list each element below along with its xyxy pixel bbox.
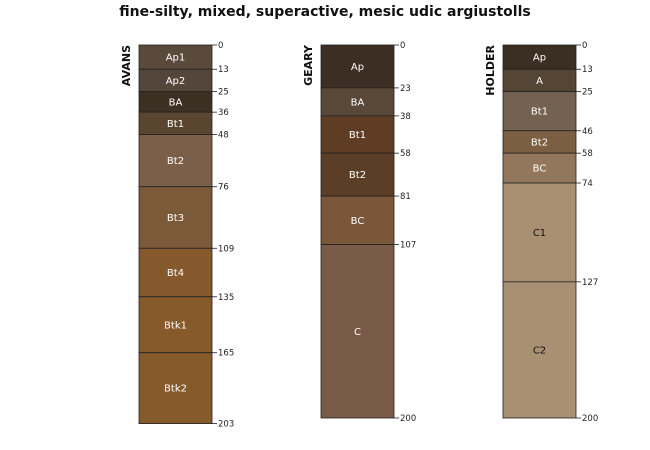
depth-label-holder-74: 74 bbox=[582, 179, 593, 189]
depth-label-geary-0: 0 bbox=[400, 41, 405, 51]
horizon-label-geary-c: C bbox=[354, 327, 361, 338]
depth-label-geary-81: 81 bbox=[400, 192, 411, 202]
horizon-label-holder-a: A bbox=[536, 76, 543, 87]
horizon-geary-bc bbox=[320, 195, 395, 245]
horizon-label-geary-bt2: Bt2 bbox=[349, 170, 366, 181]
depth-label-avans-76: 76 bbox=[218, 183, 229, 193]
profile-name-avans: AVANS bbox=[120, 45, 133, 86]
profile-holder: HOLDER Ap A Bt1 Bt2 BC C1 C2 0 13 25 46 58 74 127 200 bbox=[484, 41, 598, 424]
depth-label-avans-109: 109 bbox=[218, 244, 234, 254]
horizon-label-geary-bt1: Bt1 bbox=[349, 130, 366, 141]
horizon-label-avans-ap1: Ap1 bbox=[166, 53, 186, 64]
depth-label-avans-0: 0 bbox=[218, 41, 223, 51]
depth-label-avans-135: 135 bbox=[218, 293, 234, 303]
profile-name-geary: GEARY bbox=[302, 44, 315, 86]
profile-name-holder: HOLDER bbox=[484, 44, 497, 95]
horizon-label-holder-c1: C1 bbox=[533, 228, 546, 239]
horizon-label-holder-bt2: Bt2 bbox=[531, 137, 548, 148]
horizon-label-geary-ap: Ap bbox=[351, 62, 364, 73]
depth-label-avans-36: 36 bbox=[218, 108, 229, 118]
horizon-holder-c1 bbox=[502, 182, 577, 283]
depth-label-holder-13: 13 bbox=[582, 65, 593, 75]
horizon-label-holder-ap: Ap bbox=[533, 53, 546, 64]
depth-label-holder-200: 200 bbox=[582, 414, 598, 424]
horizon-geary-bt1 bbox=[320, 115, 395, 154]
depth-label-geary-200: 200 bbox=[400, 414, 416, 424]
horizon-label-geary-bc: BC bbox=[351, 216, 365, 227]
depth-label-avans-203: 203 bbox=[218, 420, 234, 430]
horizon-label-avans-bt2: Bt2 bbox=[167, 156, 184, 167]
horizon-holder-bt1 bbox=[502, 91, 577, 132]
horizon-holder-ap bbox=[502, 44, 577, 70]
horizon-label-avans-ba: BA bbox=[169, 97, 183, 108]
depth-label-holder-46: 46 bbox=[582, 127, 593, 137]
horizon-label-geary-ba: BA bbox=[351, 97, 365, 108]
profile-avans: AVANS Ap1 Ap2 BA Bt1 Bt2 Bt3 Bt4 Btk1 Btk2 0 13 25 36… bbox=[120, 41, 234, 430]
depth-label-holder-0: 0 bbox=[582, 41, 587, 51]
horizon-label-holder-c2: C2 bbox=[533, 345, 546, 356]
depth-label-avans-13: 13 bbox=[218, 65, 229, 75]
horizon-label-avans-btk2: Btk2 bbox=[164, 384, 187, 395]
horizon-holder-c2 bbox=[502, 281, 577, 419]
depth-label-geary-38: 38 bbox=[400, 112, 411, 122]
horizon-label-holder-bt1: Bt1 bbox=[531, 107, 548, 118]
horizon-geary-ba bbox=[320, 87, 395, 117]
horizon-label-avans-bt4: Bt4 bbox=[167, 268, 184, 279]
horizon-label-avans-bt3: Bt3 bbox=[167, 213, 184, 224]
depth-label-avans-48: 48 bbox=[218, 131, 229, 141]
depth-label-geary-58: 58 bbox=[400, 149, 411, 159]
depth-label-holder-127: 127 bbox=[582, 278, 598, 288]
horizon-label-avans-ap2: Ap2 bbox=[166, 76, 186, 87]
depth-label-geary-107: 107 bbox=[400, 241, 416, 251]
depth-label-holder-25: 25 bbox=[582, 88, 593, 98]
depth-label-holder-58: 58 bbox=[582, 149, 593, 159]
horizon-label-avans-btk1: Btk1 bbox=[164, 320, 187, 331]
profiles-group: AVANS Ap1 Ap2 BA Bt1 Bt2 Bt3 Bt4 Btk1 Btk2 0 13 25 36… bbox=[120, 41, 598, 430]
chart-title: fine-silty, mixed, superactive, mesic ud… bbox=[119, 4, 530, 20]
horizon-avans-btk2 bbox=[138, 352, 213, 424]
horizon-label-holder-bc: BC bbox=[533, 164, 547, 175]
horizon-geary-bt2 bbox=[320, 152, 395, 197]
depth-label-avans-165: 165 bbox=[218, 349, 234, 359]
horizon-holder-bc bbox=[502, 152, 577, 184]
horizon-avans-ap1 bbox=[138, 44, 213, 70]
depth-label-geary-23: 23 bbox=[400, 84, 411, 94]
horizon-geary-ap bbox=[320, 44, 395, 89]
horizon-label-avans-bt1: Bt1 bbox=[167, 119, 184, 130]
depth-label-avans-25: 25 bbox=[218, 88, 229, 98]
horizon-geary-c bbox=[320, 244, 395, 419]
profile-geary: GEARY Ap BA Bt1 Bt2 BC C 0 23 38 58 81 107 200 bbox=[302, 41, 416, 424]
